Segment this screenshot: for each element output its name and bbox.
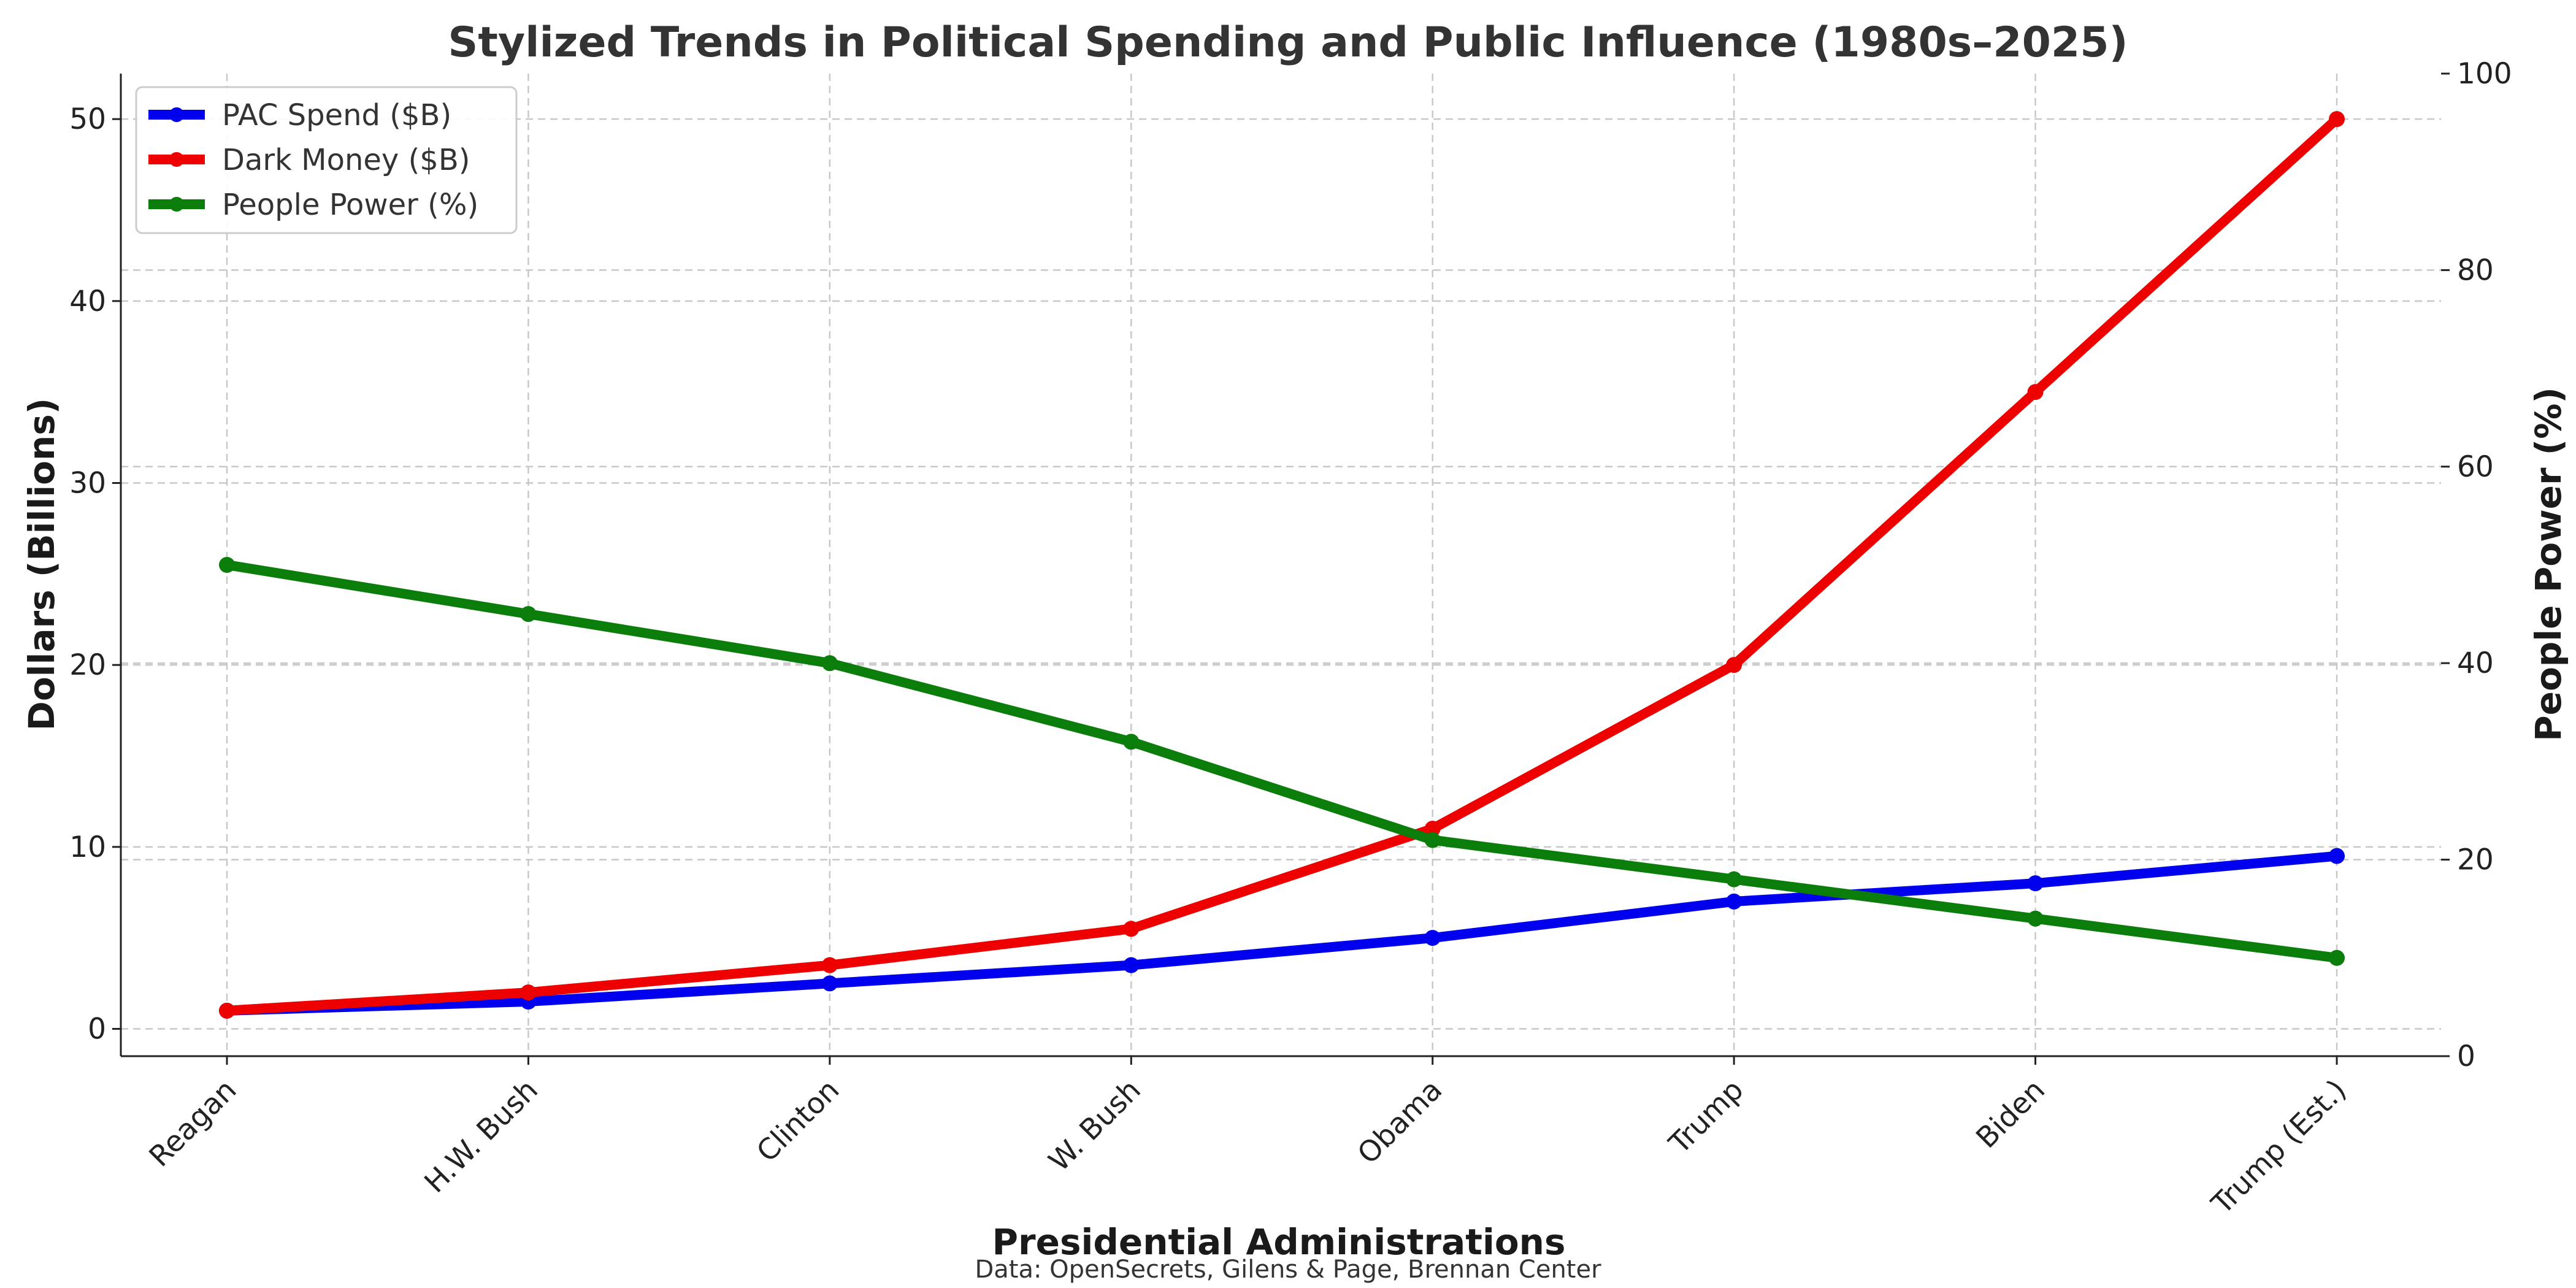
x-tick-label: Trump — [1662, 1073, 1750, 1161]
y2-tick-label: 100 — [2457, 57, 2512, 91]
y2-tick-label: 0 — [2457, 1040, 2475, 1073]
y-tick-label: 0 — [88, 1013, 106, 1046]
legend-marker — [169, 152, 184, 167]
y-tick-label: 50 — [69, 102, 106, 136]
data-point — [2027, 875, 2044, 892]
data-point — [2027, 910, 2044, 927]
y2-tick-label: 80 — [2457, 253, 2494, 287]
data-point — [2329, 949, 2345, 966]
data-point — [821, 957, 838, 973]
source-note: Data: OpenSecrets, Gilens & Page, Brenna… — [975, 1255, 1601, 1284]
data-point — [219, 557, 235, 573]
data-point — [2329, 848, 2345, 864]
y-tick-label: 20 — [69, 648, 106, 682]
data-point — [1123, 734, 1140, 750]
data-point — [520, 606, 537, 623]
legend: PAC Spend ($B) Dark Money ($B) People Powe… — [135, 86, 518, 234]
x-axis-title: Presidential Administrations — [992, 1221, 1566, 1263]
y2-tick-label: 20 — [2457, 843, 2494, 877]
legend-label: Dark Money ($B) — [222, 143, 470, 177]
legend-box — [135, 86, 518, 234]
y2-tick-label: 40 — [2457, 646, 2494, 680]
x-tick-label: Obama — [1351, 1073, 1449, 1171]
chart-title: Stylized Trends in Political Spending an… — [448, 18, 2128, 67]
x-tick-label: Reagan — [143, 1073, 243, 1174]
y-tick-label: 30 — [69, 467, 106, 500]
data-point — [520, 984, 537, 1001]
y2-tick-label: 60 — [2457, 450, 2494, 484]
data-point — [1424, 832, 1441, 848]
data-point — [1726, 871, 1742, 887]
data-point — [1726, 657, 1742, 673]
series-lines — [219, 111, 2345, 1019]
data-point — [1726, 893, 1742, 910]
data-point — [219, 1002, 235, 1019]
data-point — [2329, 111, 2345, 128]
x-tick-label: Clinton — [750, 1073, 846, 1169]
data-point — [1123, 921, 1140, 937]
y2-axis-title: People Power (%) — [2528, 387, 2569, 742]
legend-label: PAC Spend ($B) — [222, 98, 451, 132]
data-point — [1424, 930, 1441, 946]
data-point — [821, 975, 838, 992]
y-tick-label: 40 — [69, 285, 106, 318]
series-line — [222, 851, 2342, 1016]
x-tick-label: Biden — [1970, 1073, 2052, 1156]
y-tick-label: 10 — [69, 830, 106, 864]
x-tick-label: W. Bush — [1042, 1073, 1147, 1178]
series-line — [222, 114, 2342, 1016]
data-point — [1123, 957, 1140, 973]
x-tick-label: Trump (Est.) — [2205, 1073, 2353, 1222]
series-line — [222, 560, 2342, 963]
legend-marker — [169, 197, 184, 212]
legend-label: People Power (%) — [222, 188, 478, 222]
data-point — [1424, 821, 1441, 837]
data-point — [821, 655, 838, 672]
legend-marker — [169, 107, 184, 122]
x-tick-label: H.W. Bush — [418, 1073, 545, 1200]
data-point — [2027, 384, 2044, 401]
y-axis-title: Dollars (Billions) — [21, 398, 63, 731]
